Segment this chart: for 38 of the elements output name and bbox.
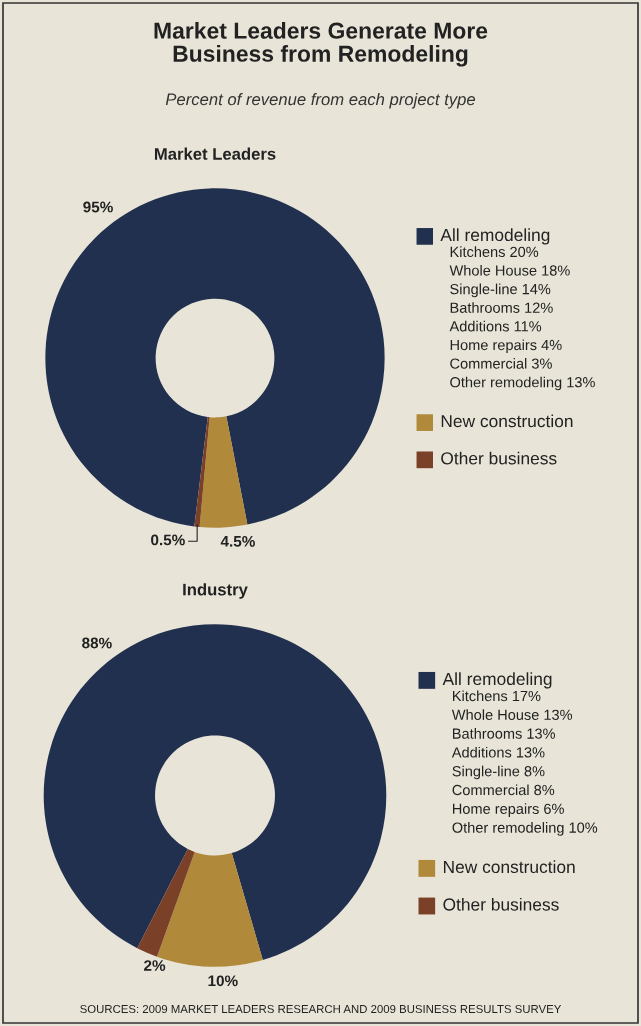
legend-label: All remodeling <box>440 228 550 245</box>
data-label: 95% <box>83 201 113 213</box>
text: Commercial 3% <box>450 358 552 369</box>
legend-label: New construction <box>441 414 573 428</box>
text: Bathrooms 12% <box>450 302 553 313</box>
donut-slice <box>45 188 385 527</box>
source-note: SOURCES: 2009 MARKET LEADERS RESEARCH AND 2009 BUSINESS RESULTS SURVEY <box>80 1004 562 1014</box>
chart-title: Market Leaders <box>154 147 276 160</box>
legend-label: Other business <box>443 897 559 911</box>
text: Kitchens 20% <box>450 246 539 258</box>
legend-label: All remodeling <box>442 672 552 689</box>
data-label: 88% <box>82 637 112 649</box>
donut-slice <box>137 848 195 957</box>
text: Market Leaders Generate More Business from Remodeling <box>154 22 488 67</box>
text: Additions 11% <box>449 320 542 332</box>
text: Other remodeling 13% <box>450 376 595 391</box>
data-label: 0.5% <box>151 534 185 546</box>
text: Kitchens 17% <box>453 690 541 702</box>
text: Home repairs 6% <box>453 803 564 817</box>
text: Bathrooms 13% <box>453 728 556 739</box>
text: Single-line 8% <box>452 765 545 780</box>
text: Single-line 14% <box>450 283 551 298</box>
chart-title: Industry <box>183 583 248 599</box>
legend-label: Other business <box>441 451 557 465</box>
text: Additions 13% <box>451 746 545 758</box>
text: Other remodeling 10% <box>452 822 598 836</box>
text: Percent of revenue from each project type <box>165 93 476 109</box>
text: Home repairs 4% <box>450 339 562 354</box>
legend-label: New construction <box>443 860 575 874</box>
text: Whole House 13% <box>451 709 573 720</box>
text: Whole House 18% <box>449 264 570 276</box>
data-label: 2% <box>144 960 166 971</box>
donut-slice <box>199 416 248 528</box>
donut-slice <box>194 416 210 527</box>
text: Commercial 8% <box>452 784 555 796</box>
data-label: 10% <box>208 975 238 987</box>
donut-slice <box>43 624 387 960</box>
data-label: 4.5% <box>220 535 255 547</box>
